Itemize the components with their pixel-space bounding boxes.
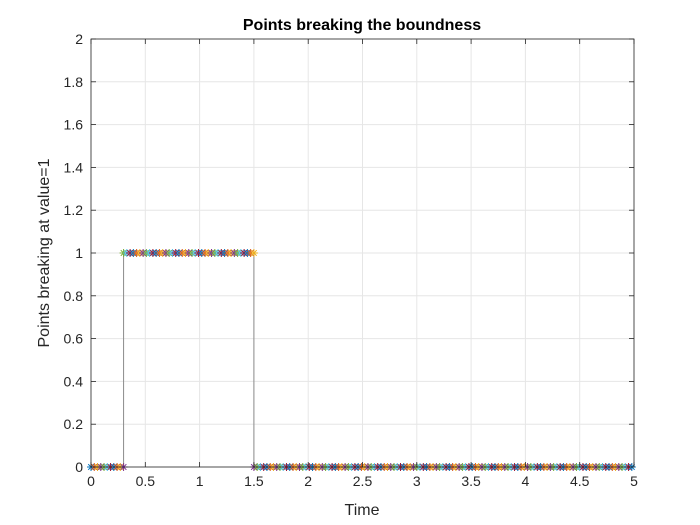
data-point <box>249 249 258 257</box>
y-axis-label: Points breaking at value=1 <box>36 158 53 347</box>
x-tick-label: 2.5 <box>353 473 373 489</box>
y-tick-label: 0.4 <box>64 373 84 389</box>
y-tick-label: 0.8 <box>64 288 84 304</box>
y-tick-label: 0.2 <box>64 416 84 432</box>
x-tick-label: 4 <box>522 473 530 489</box>
data-markers <box>87 249 636 471</box>
x-tick-label: 3.5 <box>461 473 481 489</box>
y-axis-ticks: 0 0.2 0.4 0.6 0.8 1 1.2 1.4 1.6 1.8 2 <box>64 31 634 475</box>
x-tick-label: 3 <box>413 473 421 489</box>
y-tick-label: 0.6 <box>64 331 84 347</box>
y-tick-label: 0 <box>75 459 83 475</box>
marker-stroke <box>250 249 258 257</box>
y-tick-label: 1.2 <box>64 202 84 218</box>
x-tick-label: 2 <box>304 473 312 489</box>
x-axis-ticks: 0 0.5 1 1.5 2 2.5 3 3.5 4 4.5 5 <box>87 39 638 489</box>
x-tick-label: 0 <box>87 473 95 489</box>
chart-title: Points breaking the boundness <box>243 17 481 34</box>
x-tick-label: 4.5 <box>570 473 590 489</box>
y-tick-label: 1.4 <box>64 159 84 175</box>
x-tick-label: 1.5 <box>244 473 264 489</box>
y-tick-label: 1 <box>75 245 83 261</box>
x-tick-label: 0.5 <box>136 473 156 489</box>
x-tick-label: 5 <box>630 473 638 489</box>
y-tick-label: 1.6 <box>64 117 84 133</box>
x-tick-label: 1 <box>196 473 204 489</box>
x-axis-label: Time <box>345 502 380 519</box>
y-tick-label: 2 <box>75 31 83 47</box>
y-tick-label: 1.8 <box>64 74 84 90</box>
